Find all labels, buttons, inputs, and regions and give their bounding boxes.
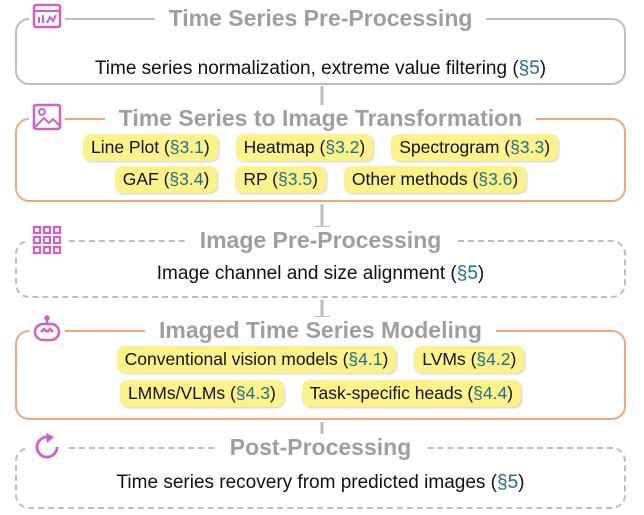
section-ref: §4.2: [476, 349, 511, 369]
stage-box: Time Series to Image Transformation Line …: [15, 103, 626, 202]
description-text: Time series recovery from predicted imag…: [116, 472, 497, 493]
stage-icon: [29, 432, 65, 467]
title-text: Imaged Time Series Modeling: [145, 317, 496, 343]
section-ref: §4.4: [473, 383, 508, 403]
method-chip: Line Plot (§3.1): [82, 134, 218, 161]
title-text: Time Series Pre-Processing: [154, 5, 487, 31]
stage-box: Image Pre-Processing Image channel and si…: [15, 225, 626, 298]
chip-text: Other methods (: [351, 169, 479, 189]
method-chip: Task-specific heads (§4.4): [301, 380, 522, 407]
stage-box: Imaged Time Series Modeling Conventional …: [15, 315, 626, 420]
icon: [32, 3, 62, 29]
chip-row: LMMs/VLMs (§4.3) Task-specific heads (§4.…: [17, 380, 624, 407]
chip-end: ): [359, 137, 366, 157]
description-end: ): [518, 472, 525, 493]
section-ref: §5: [456, 263, 478, 284]
description-end: ): [539, 58, 547, 79]
stage-box: Post-Processing Time series recovery from…: [15, 432, 626, 509]
description-end: ): [477, 263, 485, 284]
stage-icon: [29, 315, 65, 350]
chip-row: Line Plot (§3.1) Heatmap (§3.2) Spectrogra…: [17, 134, 624, 161]
section-ref: §3.2: [325, 137, 360, 157]
stage-box: Time Series Pre-Processing Time series no…: [15, 3, 626, 85]
chip-text: RP (: [243, 169, 278, 189]
chip-end: ): [507, 383, 514, 403]
stage-icon: [29, 103, 65, 138]
section-ref: §3.6: [478, 169, 513, 189]
chip-end: ): [510, 349, 517, 369]
method-chip: LMMs/VLMs (§4.3): [119, 380, 284, 407]
stage-icon: [29, 225, 65, 260]
stage-title: Post-Processing: [17, 434, 624, 461]
section-ref: §3.4: [169, 169, 204, 189]
method-chip: RP (§3.5): [235, 166, 326, 193]
stage-title: Imaged Time Series Modeling: [17, 317, 624, 344]
method-chip: Conventional vision models (§4.1): [116, 346, 397, 373]
chip-end: ): [269, 383, 276, 403]
chip-end: ): [203, 169, 210, 189]
title-text: Time Series to Image Transformation: [104, 105, 537, 131]
stage-description: Image channel and size alignment (§5): [17, 263, 624, 285]
stage-description: Time series normalization, extreme value…: [17, 58, 624, 80]
chip-text: Conventional vision models (: [124, 349, 349, 369]
method-chip: Spectrogram (§3.3): [391, 134, 559, 161]
chip-end: ): [512, 169, 519, 189]
chip-text: GAF (: [122, 169, 170, 189]
chip-text: Task-specific heads (: [309, 383, 474, 403]
chip-end: ): [544, 137, 551, 157]
chip-end: ): [382, 349, 389, 369]
stage-title: Time Series to Image Transformation: [17, 105, 624, 132]
method-chip: LVMs (§4.2): [414, 346, 525, 373]
chip-text: LVMs (: [422, 349, 477, 369]
section-ref: §4.1: [348, 349, 383, 369]
method-chip: Other methods (§3.6): [343, 166, 527, 193]
chip-end: ): [203, 137, 210, 157]
icon: [32, 225, 62, 255]
method-chip: Heatmap (§3.2): [235, 134, 374, 161]
title-text: Image Pre-Processing: [185, 227, 456, 253]
stage-description: Time series recovery from predicted imag…: [17, 472, 624, 494]
section-ref: §3.3: [510, 137, 545, 157]
stage-title: Time Series Pre-Processing: [17, 5, 624, 32]
description-text: Time series normalization, extreme value…: [94, 58, 519, 79]
chip-text: Line Plot (: [90, 137, 170, 157]
section-ref: §3.1: [169, 137, 204, 157]
section-ref: §4.3: [235, 383, 270, 403]
section-ref: §3.5: [278, 169, 313, 189]
chip-text: Heatmap (: [243, 137, 326, 157]
section-ref: §5: [518, 58, 540, 79]
stage-icon: [29, 3, 65, 38]
chip-end: ): [312, 169, 318, 189]
section-ref: §5: [497, 472, 519, 493]
icon: [32, 103, 62, 131]
icon: [33, 315, 61, 342]
chip-row: Conventional vision models (§4.1) LVMs (§…: [17, 346, 624, 373]
stage-title: Image Pre-Processing: [17, 227, 624, 254]
chip-text: LMMs/VLMs (: [127, 383, 236, 403]
method-chip: GAF (§3.4): [114, 166, 218, 193]
chip-text: Spectrogram (: [399, 137, 511, 157]
icon: [35, 433, 59, 459]
description-text: Image channel and size alignment (: [156, 263, 457, 284]
title-text: Post-Processing: [215, 434, 426, 460]
chip-row: GAF (§3.4) RP (§3.5) Other methods (§3.6): [17, 166, 624, 193]
